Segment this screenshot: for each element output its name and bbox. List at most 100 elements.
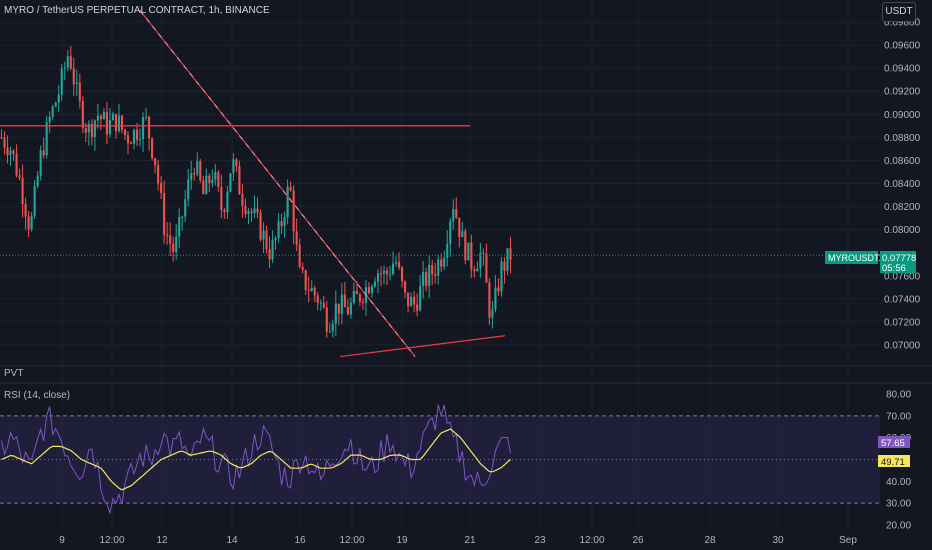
- candle-body: [407, 292, 410, 307]
- candle-body: [280, 221, 283, 227]
- candle-body: [96, 115, 99, 121]
- candle-body: [90, 123, 93, 138]
- candle-body: [187, 179, 190, 200]
- rsi-tick-label: 20.00: [886, 521, 911, 532]
- candle-body: [337, 303, 340, 314]
- candle-body: [419, 285, 422, 311]
- candle-body: [160, 183, 163, 194]
- candle-body: [373, 281, 377, 287]
- candle-body: [488, 282, 491, 318]
- support-trend-line: [339, 335, 506, 358]
- time-axis[interactable]: 9 12:00 12 14 16 12:00 19 21 23 12:00 26 28 30 Sep: [59, 535, 857, 546]
- candle-body: [328, 331, 331, 333]
- candle-body: [443, 257, 446, 267]
- currency-button[interactable]: USDT: [882, 2, 916, 22]
- candle-body: [0, 137, 3, 139]
- price-tick-label: 0.09000: [884, 110, 921, 121]
- candles: [0, 45, 512, 338]
- candle-body: [349, 302, 352, 315]
- candle-body: [111, 113, 114, 121]
- price-panel[interactable]: [0, 10, 880, 358]
- candle-body: [63, 67, 66, 69]
- price-tick-label: 0.09800: [884, 18, 921, 29]
- rsi-ma-line: [1, 428, 511, 491]
- candle-body: [334, 303, 337, 324]
- time-tick-label: 14: [226, 535, 238, 546]
- candle-body: [3, 137, 6, 148]
- candle-body: [455, 209, 458, 218]
- candle-body: [6, 147, 9, 156]
- rsi-ma-badge-bg: [878, 455, 910, 467]
- candle-body: [93, 120, 96, 138]
- rsi-badge-bg: [878, 436, 910, 448]
- candle-body: [99, 115, 102, 120]
- candle-body: [358, 294, 361, 302]
- candle-body: [27, 216, 30, 230]
- candle-body: [289, 186, 292, 191]
- price-tick-label: 0.07600: [884, 271, 921, 282]
- candle-body: [87, 123, 90, 133]
- candle-body: [461, 231, 464, 238]
- candle-body: [340, 294, 343, 314]
- candle-body: [376, 273, 380, 282]
- candle-body: [145, 116, 148, 118]
- time-tick-label: 12:00: [99, 535, 124, 546]
- candle-body: [42, 150, 45, 156]
- time-tick-label: Sep: [839, 535, 857, 546]
- candle-body: [202, 180, 205, 195]
- candle-body: [211, 179, 214, 184]
- symbol-badge-text: MYROUSDT.P: [828, 253, 887, 263]
- price-tick-label: 0.07000: [884, 341, 921, 352]
- candle-body: [352, 291, 355, 303]
- time-tick-label: 12:00: [579, 535, 604, 546]
- candle-body: [274, 238, 277, 241]
- candle-body: [120, 115, 124, 130]
- candle-body: [295, 231, 298, 245]
- candle-body: [388, 274, 392, 276]
- candle-body: [497, 287, 500, 292]
- price-tick-label: 0.07400: [884, 294, 921, 305]
- time-tick-label: 26: [632, 535, 644, 546]
- candle-body: [69, 56, 72, 69]
- candle-body: [250, 211, 253, 214]
- candle-body: [286, 186, 289, 218]
- candle-body: [494, 287, 497, 310]
- candle-body: [226, 191, 229, 213]
- candle-body: [271, 240, 274, 260]
- candle-body: [51, 106, 54, 117]
- time-tick-label: 12:00: [339, 535, 364, 546]
- rsi-tick-label: 70.00: [886, 411, 911, 422]
- candle-body: [440, 259, 443, 267]
- candle-body: [247, 211, 250, 214]
- candle-body: [181, 216, 184, 218]
- candle-body: [220, 186, 223, 211]
- candle-body: [190, 173, 193, 180]
- price-tick-label: 0.08800: [884, 133, 921, 144]
- candle-body: [283, 217, 286, 227]
- candle-body: [262, 230, 265, 240]
- candle-body: [437, 259, 440, 276]
- candle-body: [126, 135, 130, 144]
- candle-body: [154, 158, 157, 166]
- candle-body: [196, 161, 199, 175]
- candle-body: [265, 230, 268, 250]
- candle-body: [268, 249, 271, 260]
- candle-body: [214, 172, 217, 180]
- rsi-label[interactable]: RSI (14, close): [4, 390, 70, 401]
- rsi-panel[interactable]: [0, 404, 880, 515]
- candle-body: [72, 68, 75, 85]
- candle-body: [382, 270, 386, 274]
- pvt-label[interactable]: PVT: [4, 368, 23, 379]
- candle-body: [316, 295, 319, 303]
- rsi-badge-value: 57.65: [881, 438, 905, 449]
- candle-body: [482, 252, 485, 254]
- candle-body: [325, 307, 328, 332]
- candle-body: [253, 208, 256, 214]
- price-tick-label: 0.08000: [884, 225, 921, 236]
- candle-body: [57, 94, 60, 103]
- symbol-price-badge: MYROUSDT.P 0.07778 05:56: [825, 251, 916, 274]
- candle-body: [117, 115, 121, 132]
- candle-body: [199, 161, 202, 181]
- price-axis[interactable]: 0.09800 0.09600 0.09400 0.09200 0.09000 0.088…: [884, 18, 921, 352]
